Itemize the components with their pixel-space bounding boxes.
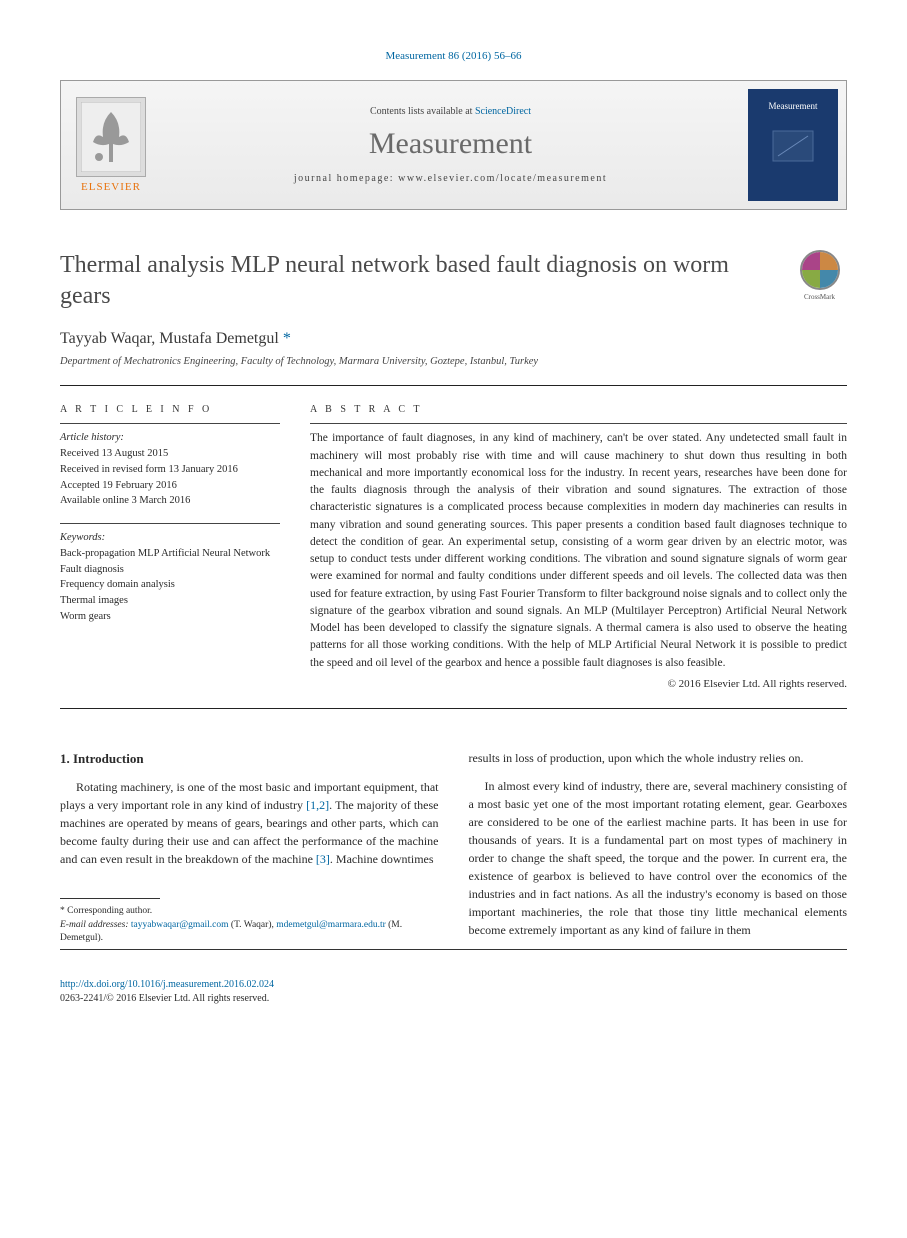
journal-cover-thumbnail: Measurement [748, 89, 838, 201]
body-right-column: results in loss of production, upon whic… [469, 749, 848, 949]
online-date: Available online 3 March 2016 [60, 493, 280, 509]
section-heading: 1. Introduction [60, 749, 439, 769]
authors-line: Tayyab Waqar, Mustafa Demetgul * [60, 330, 847, 348]
body-text: . Machine downtimes [330, 852, 434, 866]
issn-copyright: 0263-2241/© 2016 Elsevier Ltd. All right… [60, 993, 269, 1004]
journal-header: ELSEVIER Contents lists available at Sci… [60, 80, 847, 210]
abstract-heading: A B S T R A C T [310, 404, 847, 415]
body-columns: 1. Introduction Rotating machinery, is o… [60, 749, 847, 949]
crossmark-badge[interactable]: CrossMark [792, 250, 847, 305]
corresponding-author-note: * Corresponding author. [60, 905, 439, 918]
keyword: Back-propagation MLP Artificial Neural N… [60, 546, 280, 562]
author-email-link[interactable]: tayyabwaqar@gmail.com [131, 920, 229, 930]
homepage-line: journal homepage: www.elsevier.com/locat… [294, 173, 607, 184]
header-center: Contents lists available at ScienceDirec… [161, 81, 740, 209]
email-name: (T. Waqar), [231, 920, 274, 930]
corresponding-mark: * [283, 330, 291, 347]
abstract-divider [310, 423, 847, 424]
keyword: Fault diagnosis [60, 562, 280, 578]
abstract-text: The importance of fault diagnoses, in an… [310, 430, 847, 672]
crossmark-icon [800, 250, 840, 290]
crossmark-label: CrossMark [804, 293, 835, 301]
body-left-column: 1. Introduction Rotating machinery, is o… [60, 749, 439, 949]
body-paragraph: In almost every kind of industry, there … [469, 777, 848, 939]
bottom-divider [60, 949, 847, 950]
homepage-url[interactable]: www.elsevier.com/locate/measurement [398, 173, 607, 184]
bottom-bar: http://dx.doi.org/10.1016/j.measurement.… [60, 978, 847, 1006]
author-email-link[interactable]: mdemetgul@marmara.edu.tr [276, 920, 386, 930]
footnote-separator [60, 898, 160, 899]
email-label: E-mail addresses: [60, 920, 129, 930]
body-paragraph: results in loss of production, upon whic… [469, 749, 848, 767]
info-divider [60, 423, 280, 424]
divider [60, 385, 847, 386]
divider [60, 708, 847, 709]
reference-link[interactable]: [1,2] [306, 798, 329, 812]
keywords-block: Keywords: Back-propagation MLP Artificia… [60, 530, 280, 625]
history-label: Article history: [60, 430, 280, 446]
received-date: Received 13 August 2015 [60, 446, 280, 462]
affiliation: Department of Mechatronics Engineering, … [60, 356, 847, 367]
accepted-date: Accepted 19 February 2016 [60, 478, 280, 494]
info-divider [60, 523, 280, 524]
abstract-copyright: © 2016 Elsevier Ltd. All rights reserved… [310, 678, 847, 690]
reference-link[interactable]: [3] [316, 852, 330, 866]
keyword: Thermal images [60, 593, 280, 609]
homepage-prefix: journal homepage: [294, 173, 398, 184]
info-heading: A R T I C L E I N F O [60, 404, 280, 415]
publisher-name: ELSEVIER [81, 181, 141, 193]
section-title: Introduction [73, 751, 144, 766]
article-info-column: A R T I C L E I N F O Article history: R… [60, 404, 280, 690]
article-title: Thermal analysis MLP neural network base… [60, 250, 772, 312]
cover-title: Measurement [769, 101, 818, 111]
elsevier-tree-icon [76, 97, 146, 177]
contents-prefix: Contents lists available at [370, 106, 475, 117]
citation-line: Measurement 86 (2016) 56–66 [60, 50, 847, 62]
body-paragraph: Rotating machinery, is one of the most b… [60, 778, 439, 868]
footnote-block: * Corresponding author. E-mail addresses… [60, 905, 439, 945]
email-line: E-mail addresses: tayyabwaqar@gmail.com … [60, 919, 439, 946]
revised-date: Received in revised form 13 January 2016 [60, 462, 280, 478]
publisher-logo: ELSEVIER [61, 81, 161, 209]
doi-link[interactable]: http://dx.doi.org/10.1016/j.measurement.… [60, 979, 274, 990]
abstract-column: A B S T R A C T The importance of fault … [310, 404, 847, 690]
section-number: 1. [60, 751, 70, 766]
journal-name: Measurement [369, 127, 532, 161]
author-names: Tayyab Waqar, Mustafa Demetgul [60, 330, 279, 347]
article-history: Article history: Received 13 August 2015… [60, 430, 280, 509]
keyword: Frequency domain analysis [60, 577, 280, 593]
keyword: Worm gears [60, 609, 280, 625]
keywords-label: Keywords: [60, 530, 280, 546]
contents-line: Contents lists available at ScienceDirec… [370, 106, 531, 117]
sciencedirect-link[interactable]: ScienceDirect [475, 106, 531, 117]
